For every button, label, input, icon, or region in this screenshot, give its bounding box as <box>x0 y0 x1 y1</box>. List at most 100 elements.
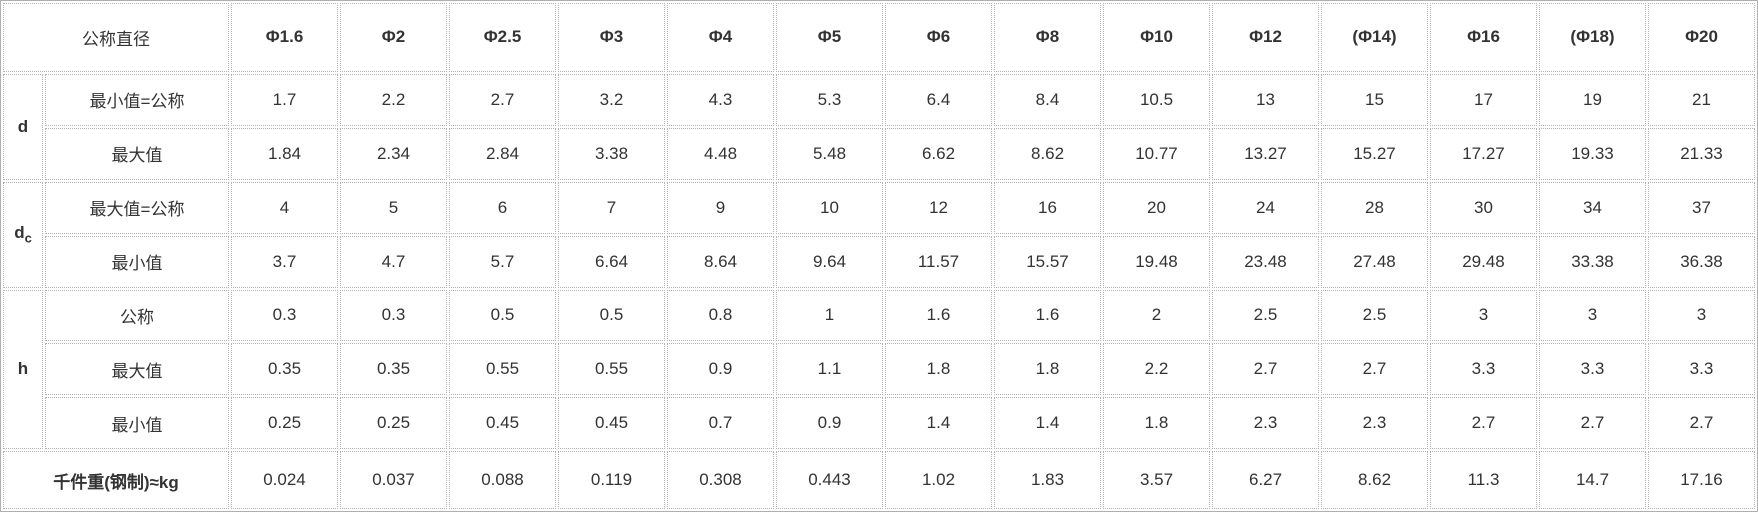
cell: 2.7 <box>1430 397 1537 450</box>
cell: 1.8 <box>994 343 1101 396</box>
cell: 0.8 <box>667 289 774 342</box>
cell: 0.3 <box>340 289 447 342</box>
cell: 0.9 <box>776 397 883 450</box>
row-label-dc-max: 最大值=公称 <box>45 181 229 234</box>
cell: 4.7 <box>340 235 447 288</box>
row-h-min: 最小值 0.25 0.25 0.45 0.45 0.7 0.9 1.4 1.4 … <box>3 397 1755 450</box>
cell: 0.3 <box>231 289 338 342</box>
section-label-h: h <box>3 289 43 450</box>
cell: 0.5 <box>449 289 556 342</box>
row-label-h-min: 最小值 <box>45 397 229 450</box>
cell: 1.8 <box>1103 397 1210 450</box>
cell: 0.024 <box>231 451 338 509</box>
cell: 1.02 <box>885 451 992 509</box>
cell: 33.38 <box>1539 235 1646 288</box>
cell: 13 <box>1212 73 1319 126</box>
cell: 2.3 <box>1212 397 1319 450</box>
cell: 0.5 <box>558 289 665 342</box>
cell: 2.5 <box>1321 289 1428 342</box>
cell: 0.9 <box>667 343 774 396</box>
col-header-phi8: Φ8 <box>994 3 1101 72</box>
cell: 0.45 <box>449 397 556 450</box>
row-h-nominal: h 公称 0.3 0.3 0.5 0.5 0.8 1 1.6 1.6 2 2.5… <box>3 289 1755 450</box>
col-header-phi14: (Φ14) <box>1321 3 1428 72</box>
cell: 1 <box>776 289 883 342</box>
col-header-phi2: Φ2 <box>340 3 447 72</box>
cell: 1.6 <box>885 289 992 342</box>
col-header-phi10: Φ10 <box>1103 3 1210 72</box>
cell: 12 <box>885 181 992 234</box>
col-header-phi5: Φ5 <box>776 3 883 72</box>
row-dc-min: 最小值 3.7 4.7 5.7 6.64 8.64 9.64 11.57 15.… <box>3 235 1755 288</box>
cell: 1.7 <box>231 73 338 126</box>
cell: 3.7 <box>231 235 338 288</box>
cell: 2.7 <box>1321 343 1428 396</box>
cell: 2.2 <box>340 73 447 126</box>
cell: 0.25 <box>231 397 338 450</box>
cell: 8.4 <box>994 73 1101 126</box>
cell: 2.34 <box>340 127 447 180</box>
col-header-phi20: Φ20 <box>1648 3 1755 72</box>
cell: 2.7 <box>1539 397 1646 450</box>
col-header-phi2-5: Φ2.5 <box>449 3 556 72</box>
cell: 0.35 <box>231 343 338 396</box>
cell: 6.64 <box>558 235 665 288</box>
cell: 1.4 <box>994 397 1101 450</box>
cell: 0.35 <box>340 343 447 396</box>
cell: 0.25 <box>340 397 447 450</box>
cell: 3.38 <box>558 127 665 180</box>
cell: 6.62 <box>885 127 992 180</box>
cell: 34 <box>1539 181 1646 234</box>
cell: 14.7 <box>1539 451 1646 509</box>
cell: 2.3 <box>1321 397 1428 450</box>
section-label-dc-main: d <box>14 223 25 243</box>
cell: 36.38 <box>1648 235 1755 288</box>
cell: 0.443 <box>776 451 883 509</box>
cell: 2.7 <box>1212 343 1319 396</box>
cell: 29.48 <box>1430 235 1537 288</box>
row-h-max: 最大值 0.35 0.35 0.55 0.55 0.9 1.1 1.8 1.8 … <box>3 343 1755 396</box>
cell: 4.3 <box>667 73 774 126</box>
col-header-phi18: (Φ18) <box>1539 3 1646 72</box>
cell: 2 <box>1103 289 1210 342</box>
cell: 1.4 <box>885 397 992 450</box>
cell: 28 <box>1321 181 1428 234</box>
cell: 6.27 <box>1212 451 1319 509</box>
cell: 0.037 <box>340 451 447 509</box>
cell: 11.57 <box>885 235 992 288</box>
cell: 13.27 <box>1212 127 1319 180</box>
cell: 11.3 <box>1430 451 1537 509</box>
cell: 17 <box>1430 73 1537 126</box>
cell: 17.16 <box>1648 451 1755 509</box>
cell: 0.088 <box>449 451 556 509</box>
cell: 2.2 <box>1103 343 1210 396</box>
row-label-h-nominal: 公称 <box>45 289 229 342</box>
cell: 0.45 <box>558 397 665 450</box>
weight-row-label: 千件重(钢制)≈kg <box>3 451 229 509</box>
section-label-dc-sub: c <box>24 230 32 246</box>
col-header-phi16: Φ16 <box>1430 3 1537 72</box>
cell: 3.3 <box>1648 343 1755 396</box>
cell: 24 <box>1212 181 1319 234</box>
cell: 9 <box>667 181 774 234</box>
row-label-d-min: 最小值=公称 <box>45 73 229 126</box>
cell: 19.48 <box>1103 235 1210 288</box>
cell: 10.77 <box>1103 127 1210 180</box>
cell: 10 <box>776 181 883 234</box>
cell: 16 <box>994 181 1101 234</box>
cell: 23.48 <box>1212 235 1319 288</box>
cell: 0.55 <box>449 343 556 396</box>
cell: 5 <box>340 181 447 234</box>
cell: 3 <box>1648 289 1755 342</box>
cell: 15.57 <box>994 235 1101 288</box>
row-label-d-max: 最大值 <box>45 127 229 180</box>
cell: 8.64 <box>667 235 774 288</box>
col-header-phi12: Φ12 <box>1212 3 1319 72</box>
header-row: 公称直径 Φ1.6 Φ2 Φ2.5 Φ3 Φ4 Φ5 Φ6 Φ8 Φ10 Φ12… <box>3 3 1755 72</box>
cell: 0.7 <box>667 397 774 450</box>
cell: 21 <box>1648 73 1755 126</box>
cell: 5.3 <box>776 73 883 126</box>
cell: 3.57 <box>1103 451 1210 509</box>
cell: 1.1 <box>776 343 883 396</box>
